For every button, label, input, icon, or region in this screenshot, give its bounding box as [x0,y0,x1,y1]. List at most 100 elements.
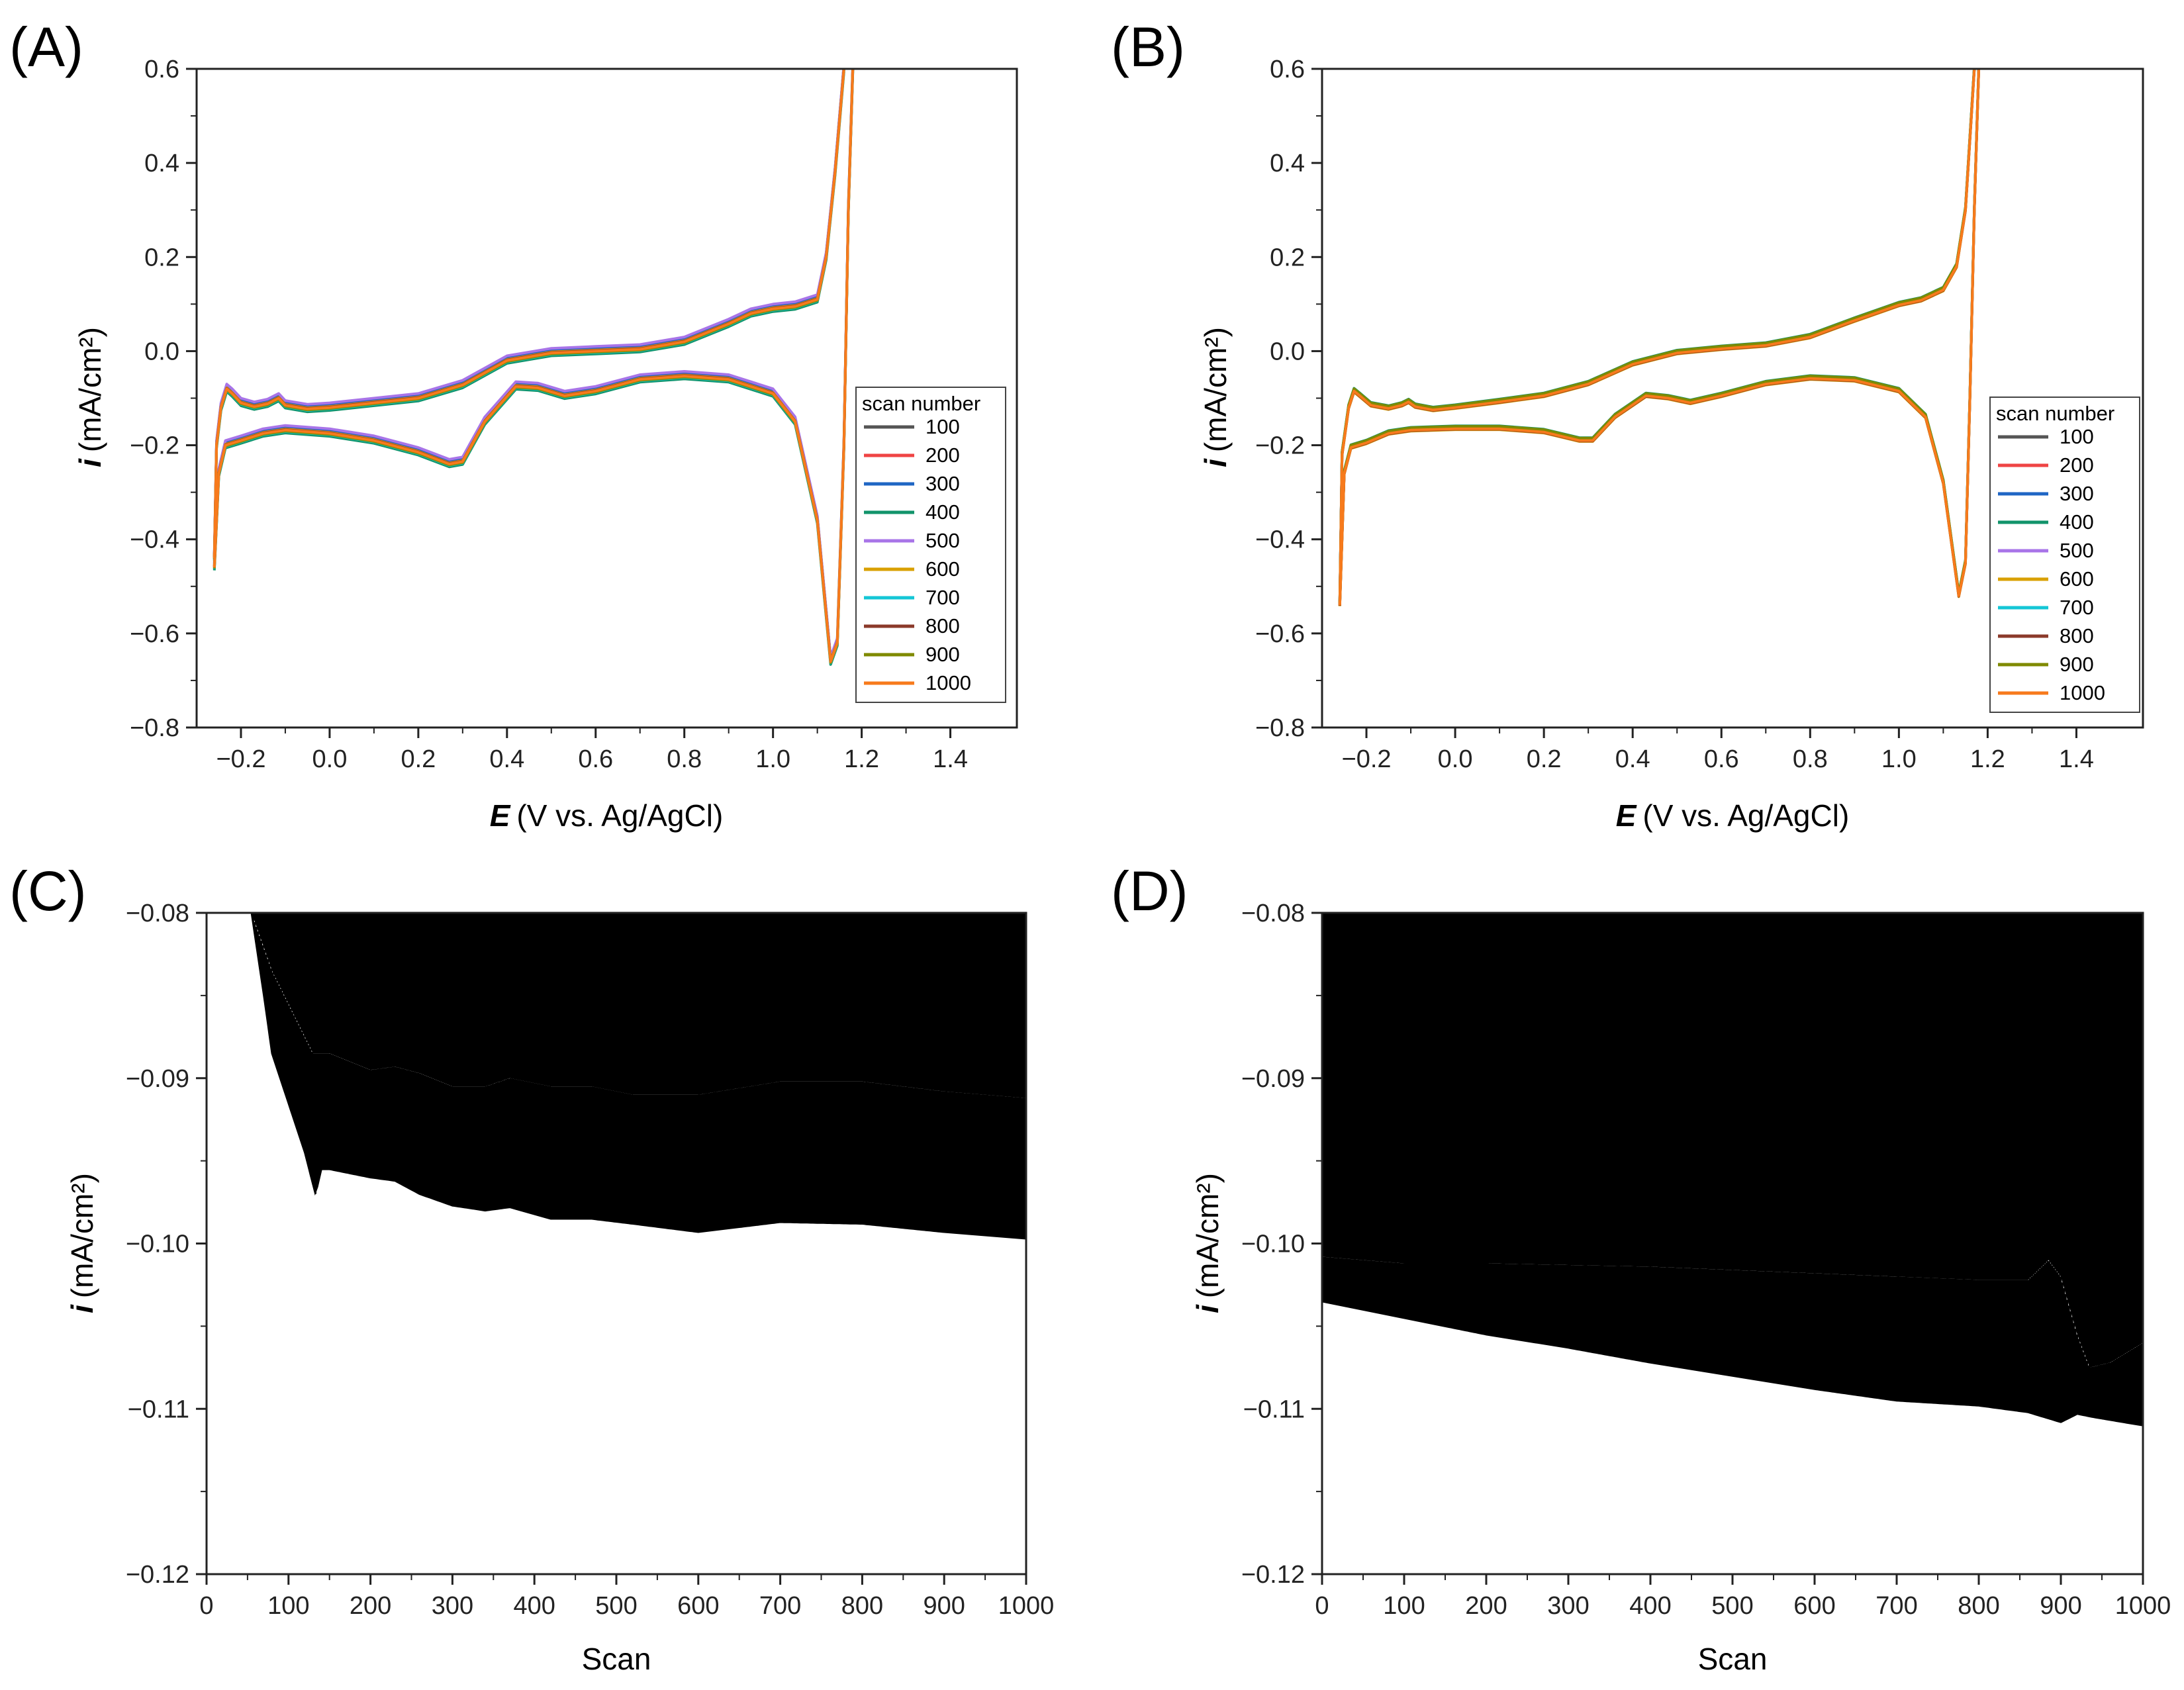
legend-a: scan number 100 200 300 400 500 600 700 800 900 1… [855,387,1006,703]
y-axis-unit-c: (mA/cm²) [65,1173,99,1298]
series-line-b-600-cathodic [1338,70,1980,606]
series-line-a-400-cathodic [213,71,855,666]
legend-label-b-500: 500 [2060,539,2094,562]
legend-label-b-600: 600 [2060,567,2094,590]
series-line-a-700-cathodic [213,70,855,665]
legend-label-b-400: 400 [2060,510,2094,534]
series-a-300 [213,69,855,659]
series-line-b-100-cathodic [1338,69,1980,604]
x-tick-label-d-0: 0 [1315,1592,1329,1620]
y-tick-label-b-3: 0.0 [1270,338,1305,365]
y-tick-label-d-4: −0.12 [1241,1561,1305,1589]
y-tick-label-b-6: −0.6 [1255,620,1305,648]
legend-label-a-300: 300 [926,472,960,495]
series-line-a-500-anodic [213,69,845,554]
series-line-b-300-cathodic [1338,69,1980,604]
legend-label-a-500: 500 [926,529,960,552]
series-b-400 [1338,69,1980,602]
legend-label-a-1000: 1000 [926,671,971,694]
series-b-200 [1338,69,1980,604]
series-line-a-500-cathodic [213,69,854,659]
x-tick-label-d-6: 600 [1793,1592,1835,1620]
series-a-100 [213,69,855,661]
x-tick-label-b-0: −0.2 [1342,745,1392,773]
panel-label-d: (D) [1111,860,1188,922]
legend-label-b-200: 200 [2060,453,2094,477]
y-tick-label-a-2: 0.2 [144,244,179,271]
x-axis-title-c: Scan [582,1642,651,1676]
y-axis-unit-b: (mA/cm²) [1198,327,1233,452]
current-band-hatch-c [252,917,1026,1239]
panel-label-b: (B) [1111,16,1185,78]
y-tick-label-c-1: −0.09 [126,1065,189,1093]
series-line-b-800-cathodic [1338,69,1980,606]
series-line-b-200-cathodic [1338,69,1980,604]
series-line-b-1000-cathodic [1338,69,1980,606]
y-tick-label-c-4: −0.12 [126,1561,189,1589]
y-tick-label-b-2: 0.2 [1270,244,1305,271]
plot-frame-b [1321,68,2144,729]
x-tick-label-a-7: 1.2 [844,745,879,773]
series-b-300 [1338,69,1980,604]
panel-b: (B) E (V vs. Ag/AgCl) i (mA/cm²) −0.2 0.0 0.… [1111,16,2144,833]
x-tick-label-a-2: 0.2 [401,745,436,773]
x-tick-label-b-4: 0.6 [1704,745,1739,773]
legend-label-a-200: 200 [926,444,960,467]
series-line-b-300-anodic [1338,69,1976,604]
x-tick-label-d-1: 100 [1383,1592,1425,1620]
x-tick-label-d-10: 1000 [2115,1592,2171,1620]
plot-data-d [1322,913,2143,1427]
x-tick-label-a-3: 0.4 [489,745,524,773]
series-line-a-900-cathodic [213,70,855,664]
legend-title-a: scan number [862,392,980,415]
current-band-solid-c [252,913,1026,1098]
legend-title-b: scan number [1996,402,2114,425]
x-axis-title-d: Scan [1698,1642,1768,1676]
y-tick-label-a-1: 0.4 [144,150,179,177]
axes-a: −0.2 0.0 0.2 0.4 0.6 0.8 1.0 1.2 1.4 0.6 0.4 0.2 0.0… [130,56,968,773]
legend-label-a-800: 800 [926,614,960,637]
y-axis-var-b: i [1198,458,1233,467]
series-b-800 [1338,69,1980,606]
legend-box-a [855,387,1006,703]
x-tick-label-c-0: 0 [199,1592,213,1620]
series-line-a-600-cathodic [213,69,855,663]
legend-box-b [1989,397,2140,713]
y-tick-label-a-7: −0.8 [130,714,179,742]
y-tick-label-d-3: −0.11 [1243,1395,1305,1423]
x-tick-label-b-6: 1.0 [1881,745,1917,773]
series-line-b-800-anodic [1338,69,1976,606]
current-band-hatch-d [1322,1256,2143,1426]
series-a-500 [213,69,854,659]
series-line-a-1000-anodic [213,69,845,559]
legend-label-b-800: 800 [2060,624,2094,647]
series-line-b-700-cathodic [1338,69,1980,604]
series-line-b-500-cathodic [1338,69,1980,605]
series-line-b-400-anodic [1338,69,1976,602]
series-line-b-500-anodic [1338,69,1976,605]
y-tick-label-a-5: −0.4 [130,526,179,554]
series-a-700 [213,70,855,665]
y-axis-title-d: i (mA/cm²) [1190,1173,1225,1313]
y-tick-label-c-2: −0.10 [126,1231,189,1258]
series-line-b-600-anodic [1338,70,1976,606]
series-line-a-300-cathodic [213,69,855,659]
x-tick-label-b-7: 1.2 [1970,745,2005,773]
y-tick-label-b-0: 0.6 [1270,56,1305,83]
x-tick-label-c-8: 800 [841,1592,883,1620]
x-tick-label-b-2: 0.2 [1527,745,1562,773]
x-tick-label-a-0: −0.2 [216,745,265,773]
y-axis-title-a: i (mA/cm²) [73,327,107,467]
series-b-600 [1338,70,1980,606]
series-b-500 [1338,69,1980,605]
x-tick-label-d-9: 900 [2040,1592,2081,1620]
x-tick-label-c-3: 300 [432,1592,473,1620]
y-tick-label-b-7: −0.8 [1255,714,1305,742]
x-tick-label-c-6: 600 [677,1592,719,1620]
x-tick-label-d-3: 300 [1547,1592,1589,1620]
plot-data-b [1338,69,1980,606]
x-axis-title-b: E (V vs. Ag/AgCl) [1616,798,1850,833]
legend-b: scan number 100 200 300 400 500 600 700 800 900 1… [1989,397,2140,713]
y-axis-title-b: i (mA/cm²) [1198,327,1233,467]
y-axis-var-d: i [1190,1304,1225,1313]
